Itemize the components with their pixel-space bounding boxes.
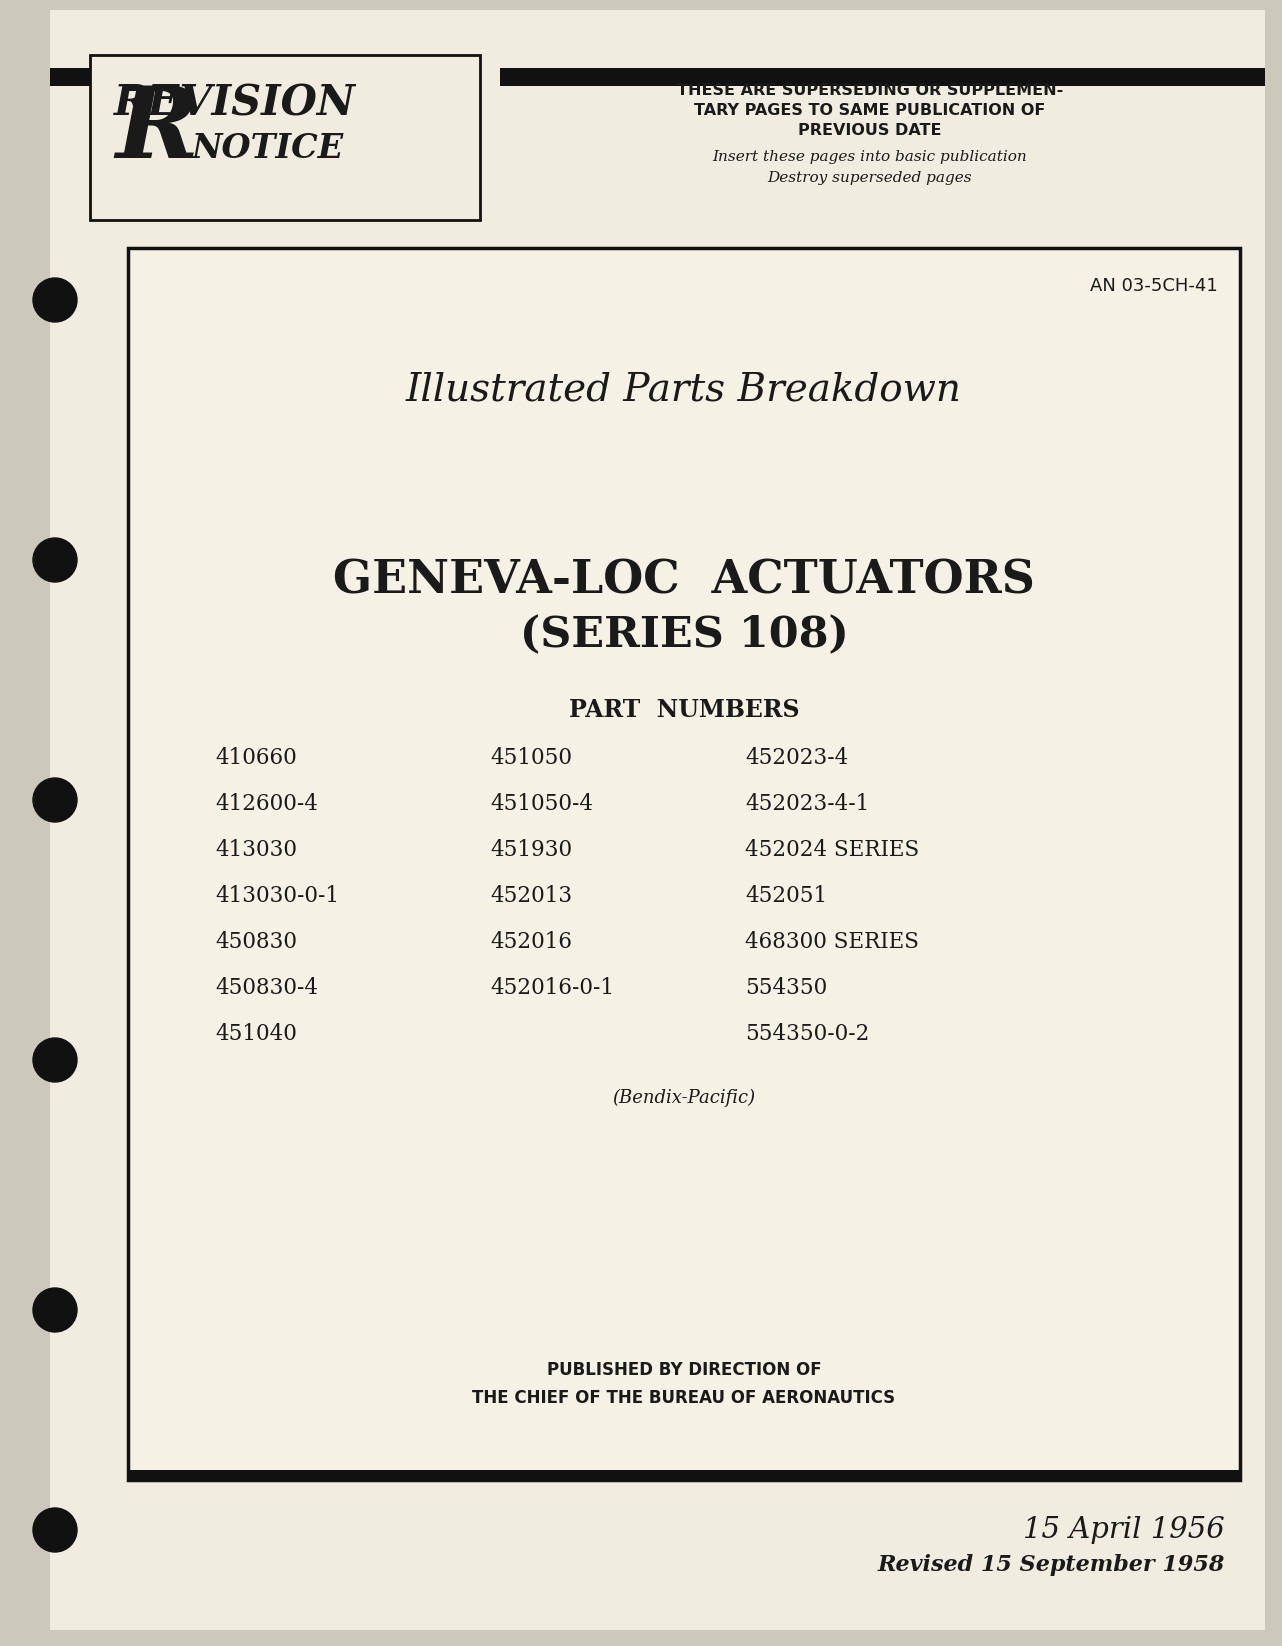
Text: Insert these pages into basic publication: Insert these pages into basic publicatio… <box>713 150 1027 165</box>
Text: AN 03-5CH-41: AN 03-5CH-41 <box>1090 277 1218 295</box>
Bar <box>128 1470 1240 1480</box>
Text: 554350: 554350 <box>745 978 827 999</box>
Text: 554350-0-2: 554350-0-2 <box>745 1024 869 1045</box>
Text: 413030-0-1: 413030-0-1 <box>215 886 338 907</box>
Text: PART  NUMBERS: PART NUMBERS <box>569 698 799 723</box>
Text: 452023-4: 452023-4 <box>745 747 849 769</box>
Text: 451050: 451050 <box>490 747 572 769</box>
Text: TARY PAGES TO SAME PUBLICATION OF: TARY PAGES TO SAME PUBLICATION OF <box>695 102 1046 117</box>
Bar <box>500 67 1265 86</box>
Text: 15 April 1956: 15 April 1956 <box>1023 1516 1226 1544</box>
Circle shape <box>33 1289 77 1332</box>
Text: 452013: 452013 <box>490 886 572 907</box>
Text: 451040: 451040 <box>215 1024 297 1045</box>
Text: PREVIOUS DATE: PREVIOUS DATE <box>799 122 942 138</box>
Text: Revised 15 September 1958: Revised 15 September 1958 <box>878 1554 1226 1575</box>
Text: 413030: 413030 <box>215 839 297 861</box>
Bar <box>50 67 415 86</box>
Text: REVISION: REVISION <box>114 82 356 123</box>
Text: R: R <box>115 82 199 178</box>
Text: (SERIES 108): (SERIES 108) <box>519 614 849 657</box>
Text: 450830: 450830 <box>215 932 297 953</box>
Text: 452016: 452016 <box>490 932 572 953</box>
Text: 412600-4: 412600-4 <box>215 793 318 815</box>
Circle shape <box>33 538 77 583</box>
Text: 452051: 452051 <box>745 886 827 907</box>
Bar <box>90 54 479 221</box>
Text: 451930: 451930 <box>490 839 572 861</box>
Text: 452024 SERIES: 452024 SERIES <box>745 839 919 861</box>
Text: 468300 SERIES: 468300 SERIES <box>745 932 919 953</box>
Circle shape <box>33 1039 77 1081</box>
Text: Destroy superseded pages: Destroy superseded pages <box>768 171 972 184</box>
Text: 450830-4: 450830-4 <box>215 978 318 999</box>
Text: 452023-4-1: 452023-4-1 <box>745 793 869 815</box>
Circle shape <box>33 278 77 323</box>
Circle shape <box>33 1508 77 1552</box>
Text: Illustrated Parts Breakdown: Illustrated Parts Breakdown <box>406 372 962 408</box>
Text: GENEVA-LOC  ACTUATORS: GENEVA-LOC ACTUATORS <box>333 556 1035 602</box>
Text: 451050-4: 451050-4 <box>490 793 594 815</box>
Text: 452016-0-1: 452016-0-1 <box>490 978 614 999</box>
Circle shape <box>33 779 77 821</box>
Text: (Bendix-Pacific): (Bendix-Pacific) <box>613 1090 755 1108</box>
Text: 410660: 410660 <box>215 747 296 769</box>
Text: THE CHIEF OF THE BUREAU OF AERONAUTICS: THE CHIEF OF THE BUREAU OF AERONAUTICS <box>473 1389 896 1407</box>
Bar <box>128 249 1240 1480</box>
Text: NOTICE: NOTICE <box>192 132 344 165</box>
Text: PUBLISHED BY DIRECTION OF: PUBLISHED BY DIRECTION OF <box>546 1361 822 1379</box>
Text: THESE ARE SUPERSEDING OR SUPPLEMEN-: THESE ARE SUPERSEDING OR SUPPLEMEN- <box>677 82 1063 97</box>
